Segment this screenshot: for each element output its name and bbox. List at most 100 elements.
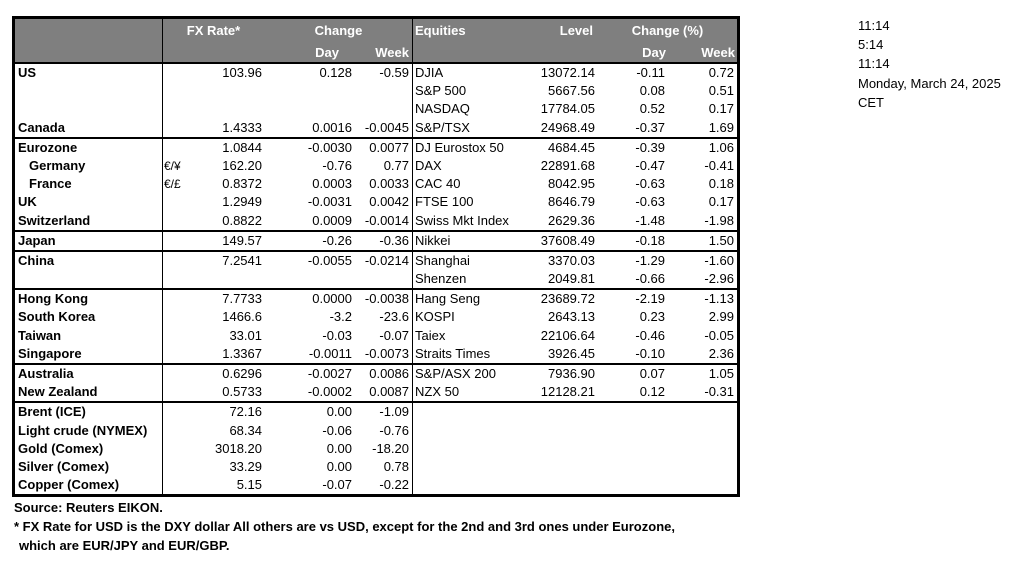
equity-change-week-value: -1.13 [704, 291, 734, 307]
fx-change-week-value: -0.36 [379, 232, 409, 248]
equity-change-day-value [598, 458, 668, 476]
equity-change-week-value: 2.99 [708, 309, 734, 325]
table-row: New Zealand 0.5733 -0.0002 0.0087 NZX 50 1212… [15, 383, 737, 401]
table-row: Taiwan 33.01 -0.03 -0.07 Taiex 22106.64 -0.46 -… [15, 327, 737, 345]
equity-change-week-value [668, 476, 737, 494]
table-header: FX Rate* Change Equities Level Change (%… [15, 19, 737, 64]
equity-change-week-value: -1.98 [704, 212, 734, 228]
fx-rate-value: 149.57 [222, 232, 262, 248]
fx-rate-value: 7.7733 [222, 291, 262, 307]
equity-change-day-value [598, 422, 668, 440]
equity-level-value [528, 422, 598, 440]
currency-pair-label: €/£ [164, 177, 181, 192]
fx-rate-value: 7.2541 [222, 252, 262, 268]
table-row: China 7.2541 -0.0055 -0.0214 Shanghai 3370.03… [15, 252, 737, 270]
equity-level-value: 23689.72 [540, 291, 595, 307]
fx-change-day-value: -0.0027 [307, 366, 352, 381]
equity-label: Hang Seng [415, 291, 481, 307]
date-line: Monday, March 24, 2025 [858, 75, 1001, 91]
region-label: Silver (Comex) [18, 458, 110, 474]
fx-rate-value: 68.34 [229, 422, 262, 438]
region-label: Germany [29, 157, 86, 173]
equity-week-header: Week [701, 45, 735, 60]
equity-level-value [528, 403, 598, 421]
fx-rate-value: 103.96 [222, 65, 262, 80]
equity-level-value: 8646.79 [548, 194, 595, 210]
equity-level-value: 3370.03 [548, 252, 595, 268]
table-row: Shenzen 2049.81 -0.66 -2.96 [15, 270, 737, 288]
currency-pair-label [162, 476, 188, 494]
fx-change-week-value: 0.77 [383, 157, 409, 173]
fx-change-week-value: 0.0087 [369, 384, 409, 400]
equity-label [412, 403, 528, 421]
fx-rate-value: 1.3367 [222, 345, 262, 361]
table-row: NASDAQ 17784.05 0.52 0.17 [15, 100, 737, 118]
currency-pair-label [162, 212, 188, 230]
currency-pair-label [162, 82, 188, 100]
currency-pair-label [162, 403, 188, 421]
table-row: Germany €/¥ 162.20 -0.76 0.77 DAX 22891.68 -0.4… [15, 157, 737, 175]
equity-day-header: Day [642, 45, 666, 60]
fx-change-week-value: -1.09 [379, 404, 409, 420]
fx-change-week-value: 0.78 [383, 458, 409, 474]
currency-pair-label: €/¥ [164, 158, 181, 173]
fx-change-day-value: 0.0000 [312, 291, 352, 307]
currency-pair-label [162, 252, 188, 270]
equity-change-week-value: 0.18 [708, 176, 734, 192]
fx-rate-value [188, 82, 265, 100]
table-section: Australia 0.6296 -0.0027 0.0086 S&P/ASX 200 7… [15, 363, 737, 401]
equities-header: Equities [415, 23, 466, 39]
table-row: US 103.96 0.128 -0.59 DJIA 13072.14 -0.11 0.72 [15, 64, 737, 82]
fx-rate-value: 0.6296 [222, 366, 262, 381]
fx-change-day-value: 0.00 [326, 458, 352, 474]
fx-change-day-value: -0.06 [322, 422, 352, 438]
equity-change-week-value [668, 440, 737, 458]
fx-rate-value: 0.5733 [222, 384, 262, 400]
currency-pair-label [162, 327, 188, 345]
equity-label: NASDAQ [415, 101, 470, 117]
fx-change-week-value: -0.59 [379, 65, 409, 80]
region-label [15, 270, 162, 288]
fx-change-day-value [265, 270, 355, 288]
currency-pair-label [162, 345, 188, 363]
fx-rate-value: 1466.6 [222, 309, 262, 325]
region-label: Light crude (NYMEX) [18, 422, 148, 438]
table-header-row-2: Day Week Day Week [15, 44, 737, 62]
fx-rate-value: 1.2949 [222, 194, 262, 210]
fx-equities-table: FX Rate* Change Equities Level Change (%… [12, 16, 740, 497]
equity-label [412, 422, 528, 440]
fx-change-header: Change [314, 23, 363, 39]
equity-level-value: 2049.81 [548, 271, 595, 287]
fx-change-day-value: 0.0009 [312, 212, 352, 228]
table-row: Eurozone 1.0844 -0.0030 0.0077 DJ Eurostox 5… [15, 139, 737, 157]
timestamp-line: 5:14 [858, 37, 884, 53]
table-row: Silver (Comex) 33.29 0.00 0.78 [15, 458, 737, 476]
fx-rate-value: 1.4333 [222, 119, 262, 135]
equity-change-day-value: -0.66 [635, 271, 665, 287]
region-label: Canada [18, 119, 65, 135]
table-row: UK 1.2949 -0.0031 0.0042 FTSE 100 8646.79 -0.6… [15, 193, 737, 211]
timestamp-line: 11:14 [858, 18, 890, 33]
fx-day-header: Day [315, 45, 339, 60]
equity-level-value: 22891.68 [540, 157, 595, 173]
equity-change-week-value: -1.60 [704, 252, 734, 268]
table-row: Copper (Comex) 5.15 -0.07 -0.22 [15, 476, 737, 494]
equity-label: S&P/TSX [415, 119, 470, 135]
fx-change-day-value: 0.0016 [312, 119, 352, 135]
fx-change-week-value: -0.0045 [364, 119, 409, 135]
equity-change-day-value: -0.63 [635, 194, 665, 210]
equity-label: DAX [415, 157, 442, 173]
equity-change-week-value: 0.17 [708, 101, 734, 117]
equity-level-value: 5667.56 [548, 83, 595, 99]
currency-pair-label [162, 440, 188, 458]
fx-change-day-value: -0.0030 [307, 139, 352, 155]
equity-level-value [528, 458, 598, 476]
equity-change-week-value: 0.17 [708, 194, 734, 210]
fx-rate-note-line-2: which are EUR/JPY and EUR/GBP. [19, 538, 230, 554]
fx-change-week-value: 0.0042 [369, 194, 409, 210]
equity-change-day-value: -0.11 [636, 65, 665, 80]
equity-change-week-value: 0.72 [708, 65, 734, 80]
fx-rate-note-line-1: * FX Rate for USD is the DXY dollar All … [14, 519, 675, 535]
equity-label: Swiss Mkt Index [415, 212, 509, 228]
equity-level-value: 37608.49 [540, 232, 595, 248]
